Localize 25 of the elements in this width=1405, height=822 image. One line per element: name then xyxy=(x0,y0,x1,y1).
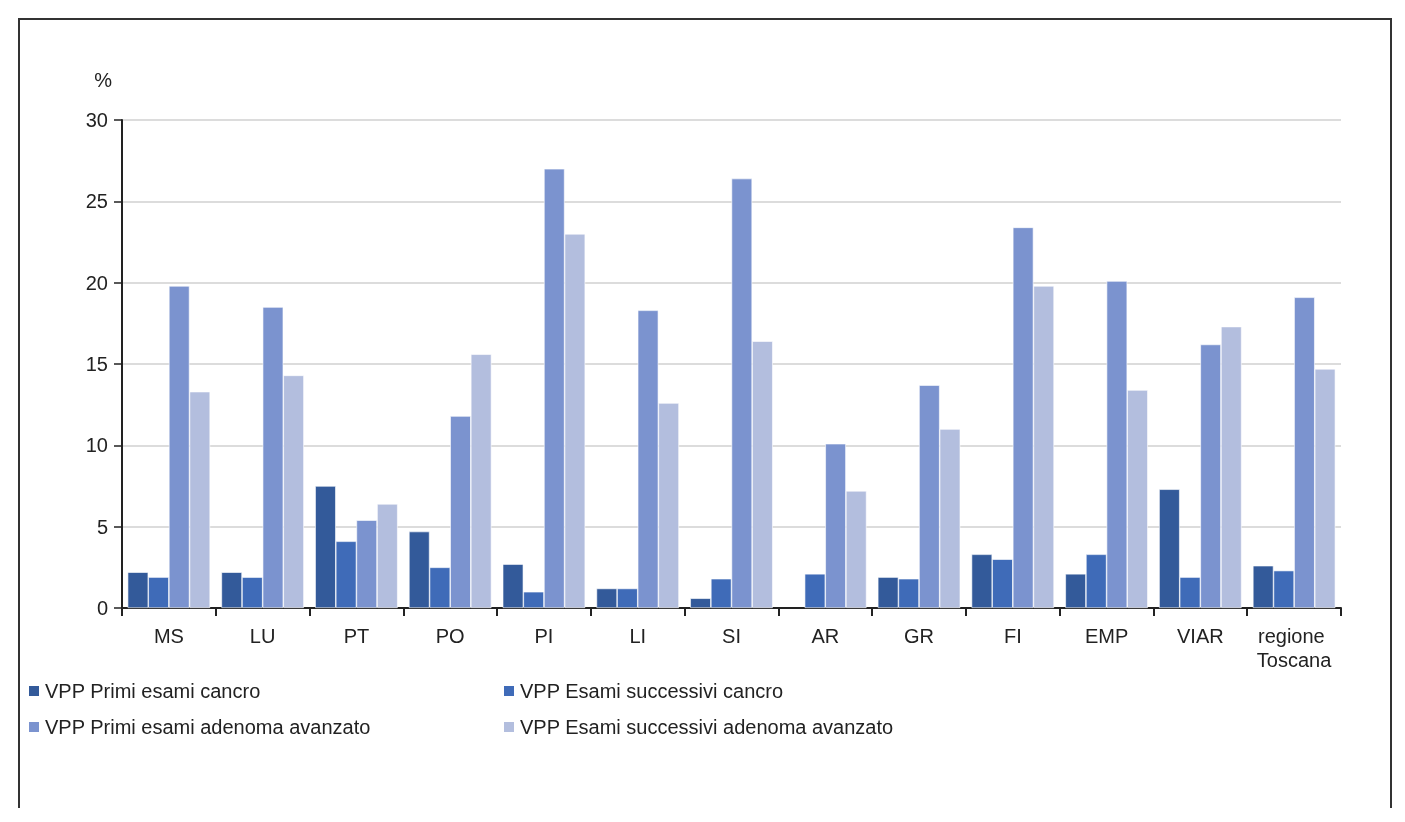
x-tick-label: regione Toscana xyxy=(1256,625,1333,671)
x-tick-label: PT xyxy=(343,625,370,647)
y-tick-label: 10 xyxy=(85,434,108,457)
x-tick-label: LU xyxy=(249,625,276,647)
y-tick-label: 25 xyxy=(85,190,108,213)
y-tick-label: 20 xyxy=(85,271,108,294)
legend-label: VPP Esami successivi cancro xyxy=(520,680,784,702)
x-tick-label: PO xyxy=(435,625,465,647)
x-tick-label: GR xyxy=(904,625,935,647)
x-tick-label: VIAR xyxy=(1177,625,1224,647)
x-tick-label: PI xyxy=(534,625,554,647)
y-axis-title: % xyxy=(94,69,113,91)
y-tick-label: 15 xyxy=(85,353,108,375)
x-tick-label: SI xyxy=(722,625,741,647)
x-tick-label: EMP xyxy=(1084,625,1129,647)
x-tick-label: MS xyxy=(153,625,184,647)
y-tick-label: 5 xyxy=(96,515,108,538)
x-tick-label: LI xyxy=(629,625,647,647)
x-tick-label: FI xyxy=(1003,625,1022,647)
y-tick-label: 30 xyxy=(85,109,108,131)
legend-label: VPP Esami successivi adenoma avanzato xyxy=(520,716,894,738)
x-tick-label: AR xyxy=(811,625,840,647)
legend-label: VPP Primi esami adenoma avanzato xyxy=(45,716,371,738)
legend-label: VPP Primi esami cancro xyxy=(45,680,261,702)
y-tick-label: 0 xyxy=(96,597,108,619)
